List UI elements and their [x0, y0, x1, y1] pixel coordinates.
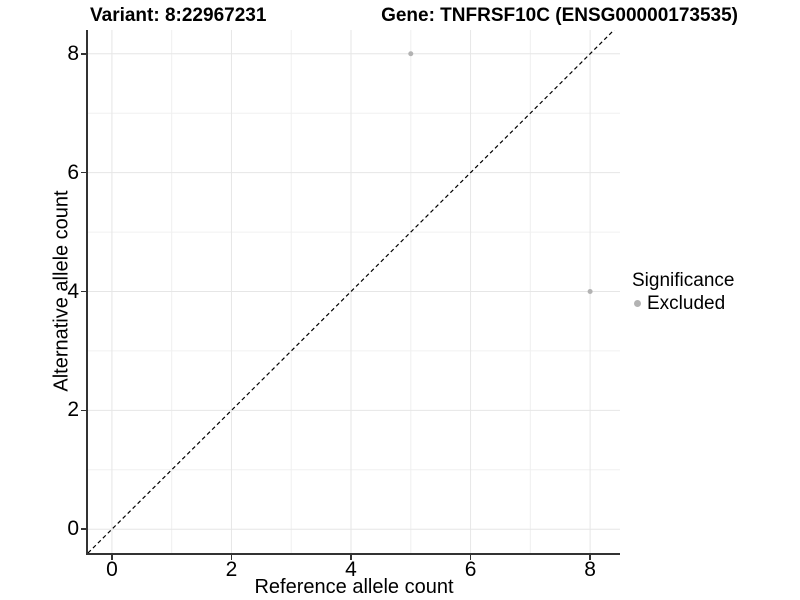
y-tick-label: 8 [67, 41, 79, 65]
legend-item-label: Excluded [647, 293, 726, 314]
y-tick-mark [81, 409, 86, 412]
legend-item-excluded: Excluded [634, 292, 734, 315]
legend-title: Significance [632, 270, 735, 291]
plot-canvas [88, 30, 620, 553]
y-tick-mark [81, 53, 86, 55]
excluded-point-icon [634, 300, 641, 307]
data-point [408, 51, 414, 57]
y-tick-label: 4 [67, 279, 79, 303]
x-tick-mark [111, 555, 113, 560]
x-tick-label: 0 [106, 558, 118, 581]
x-tick-mark [350, 555, 352, 560]
x-tick-label: 8 [584, 558, 596, 581]
y-tick-mark [81, 528, 86, 530]
y-tick-mark [81, 171, 86, 174]
legend: Significance Excluded [632, 269, 734, 315]
x-axis-line [86, 553, 620, 555]
y-tick-label: 0 [67, 517, 79, 541]
variant-title: Variant: 8:22967231 [90, 5, 267, 26]
x-tick-label: 2 [225, 558, 238, 581]
y-tick-label: 6 [67, 160, 79, 184]
x-tick-label: 6 [464, 558, 477, 581]
data-point [587, 289, 593, 294]
x-tick-mark [469, 555, 472, 560]
plot-panel [88, 30, 620, 553]
y-tick-label: 2 [67, 398, 79, 422]
x-axis-title: Reference allele count [254, 576, 454, 598]
gene-title: Gene: TNFRSF10C (ENSG00000173535) [381, 5, 738, 26]
y-tick-mark [81, 290, 86, 293]
identity-line [88, 30, 615, 553]
x-tick-label: 4 [345, 558, 357, 581]
y-axis-line [86, 30, 88, 555]
x-tick-mark [230, 555, 233, 560]
x-tick-mark [589, 555, 591, 560]
